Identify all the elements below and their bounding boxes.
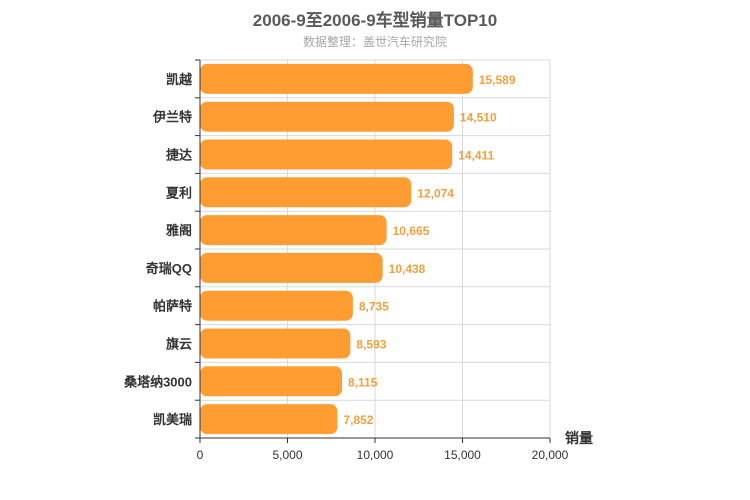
x-tick-label: 5,000 [272,448,302,462]
category-label: 凯越 [166,72,193,87]
axes [195,59,551,443]
value-label: 10,438 [389,262,426,276]
chart-title: 2006-9至2006-9车型销量TOP10 [252,11,498,30]
labels: 凯越 15,589 伊兰特 14,510 捷达 14,411 夏利 12,074 雅阁 10,66… [123,72,569,462]
value-label: 12,074 [417,186,454,200]
value-label: 14,510 [460,111,497,125]
value-label: 15,589 [479,73,516,87]
category-label: 旗云 [166,337,192,352]
chart-subtitle: 数据整理：盖世汽车研究院 [302,35,447,49]
x-tick-label: 0 [197,448,204,462]
bar [200,290,353,321]
value-label: 8,735 [359,300,389,314]
x-tick-label: 20,000 [532,448,569,462]
category-label: 桑塔纳3000 [123,374,192,389]
value-label: 8,593 [356,338,386,352]
category-label: 雅阁 [166,223,192,238]
bar [200,177,412,208]
category-label: 捷达 [166,148,192,163]
bar [200,366,343,397]
x-axis-title: 销量 [565,430,593,446]
bar [200,139,453,170]
value-label: 8,115 [348,375,378,389]
category-label: 夏利 [165,185,192,200]
category-label: 凯美瑞 [153,412,192,427]
value-label: 7,852 [343,413,373,427]
bar [200,215,387,246]
bar [200,328,351,359]
bar [200,101,454,132]
bar [200,252,383,283]
x-tick-label: 15,000 [444,448,481,462]
value-label: 10,665 [393,224,430,238]
x-tick-label: 10,000 [357,448,394,462]
category-label: 伊兰特 [152,110,192,125]
bar [200,63,473,94]
category-label: 奇瑞QQ [146,261,192,276]
category-label: 帕萨特 [153,299,192,314]
value-label: 14,411 [458,149,494,163]
bar [200,404,338,435]
bars [200,63,473,435]
